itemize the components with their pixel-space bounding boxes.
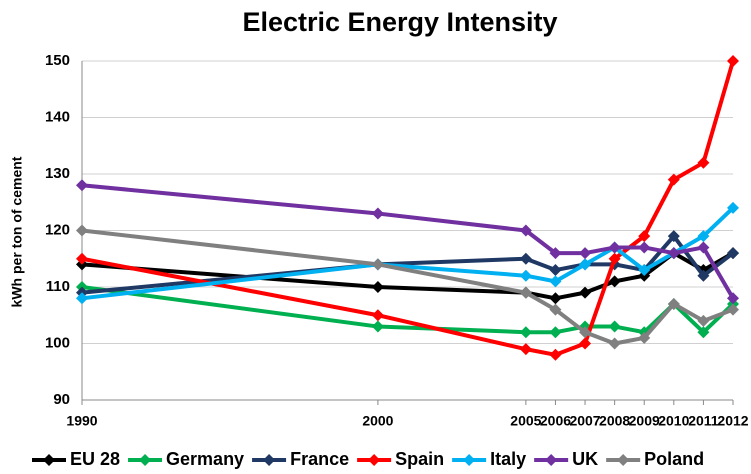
x-tick-label: 2005: [510, 413, 541, 429]
legend-label: Italy: [490, 449, 526, 469]
point-marker: [371, 320, 384, 333]
point-marker: [579, 326, 592, 339]
point-marker: [549, 247, 562, 260]
y-tick-label: 140: [45, 108, 70, 125]
x-tick-label: 2007: [569, 413, 600, 429]
series-line: [81, 285, 735, 335]
legend-marker: [617, 454, 630, 466]
point-marker: [371, 258, 384, 271]
legend-label: France: [290, 449, 349, 469]
point-marker: [638, 241, 651, 254]
point-marker: [519, 286, 532, 299]
point-marker: [608, 275, 621, 288]
point-marker: [697, 269, 710, 282]
chart-title: Electric Energy Intensity: [242, 7, 557, 37]
legend-marker: [545, 454, 558, 466]
y-tick-label: 110: [46, 278, 70, 295]
point-marker: [727, 247, 739, 260]
x-tick-label: 2000: [362, 413, 393, 429]
point-marker: [727, 55, 739, 67]
point-marker: [608, 320, 621, 333]
x-tick-label: 2010: [658, 413, 689, 429]
point-marker: [76, 252, 88, 265]
point-marker: [638, 230, 651, 243]
point-marker: [549, 326, 562, 339]
point-marker: [549, 292, 562, 305]
point-marker: [579, 247, 592, 260]
point-marker: [608, 337, 621, 350]
point-marker: [371, 207, 384, 220]
point-marker: [549, 264, 562, 277]
point-marker: [608, 252, 621, 265]
legend-label: EU 28: [70, 449, 120, 469]
point-marker: [76, 179, 88, 192]
point-marker: [727, 201, 739, 214]
y-tick-label: 100: [45, 334, 70, 351]
series-line: [81, 206, 735, 301]
point-marker: [76, 292, 88, 305]
legend-marker: [463, 454, 476, 466]
point-marker: [371, 281, 384, 293]
point-marker: [519, 269, 532, 282]
point-marker: [638, 331, 651, 344]
point-marker: [371, 309, 384, 322]
point-marker: [579, 286, 592, 299]
point-marker: [638, 264, 651, 277]
y-axis-label: kWh per ton of cement: [9, 156, 25, 307]
legend-label: Spain: [395, 449, 444, 469]
legend-marker: [43, 454, 55, 466]
point-marker: [697, 326, 710, 339]
point-marker: [76, 224, 88, 237]
series-line: [81, 234, 735, 295]
legend-label: UK: [572, 449, 598, 469]
point-marker: [519, 326, 532, 339]
legend-marker: [139, 454, 152, 466]
point-marker: [667, 297, 680, 310]
series-line: [81, 60, 735, 357]
legend-marker: [368, 454, 381, 466]
point-marker: [579, 258, 592, 271]
legend: EU 28 Germany France Spain Italy UK Poland: [32, 449, 704, 469]
point-marker: [549, 275, 562, 288]
point-marker: [697, 230, 710, 243]
y-tick-label: 130: [45, 165, 70, 182]
point-marker: [549, 348, 562, 361]
x-tick-label: 2008: [599, 413, 630, 429]
point-marker: [579, 337, 592, 350]
legend-label: Germany: [166, 449, 244, 469]
point-marker: [727, 303, 739, 316]
point-marker: [519, 343, 532, 356]
x-tick-label: 2006: [540, 413, 571, 429]
series-line: [81, 228, 734, 346]
y-tick-label: 120: [45, 221, 70, 238]
point-marker: [667, 247, 680, 260]
point-marker: [697, 314, 710, 327]
x-tick-label: 2011: [688, 413, 719, 429]
legend-marker: [263, 454, 276, 466]
point-marker: [608, 241, 621, 254]
point-marker: [519, 252, 532, 265]
y-tick-label: 150: [45, 52, 70, 69]
point-marker: [549, 303, 562, 316]
point-marker: [667, 230, 680, 243]
point-marker: [519, 224, 532, 237]
point-marker: [697, 241, 710, 254]
point-marker: [697, 156, 710, 169]
y-tick-label: 90: [53, 391, 70, 408]
point-marker: [727, 292, 739, 305]
x-tick-label: 2009: [629, 413, 660, 429]
x-tick-label: 1990: [66, 413, 97, 429]
series-line: [81, 251, 734, 301]
legend-label: Poland: [644, 449, 704, 469]
series-line: [81, 183, 735, 300]
point-marker: [667, 173, 680, 186]
x-tick-label: 2012: [717, 413, 748, 429]
